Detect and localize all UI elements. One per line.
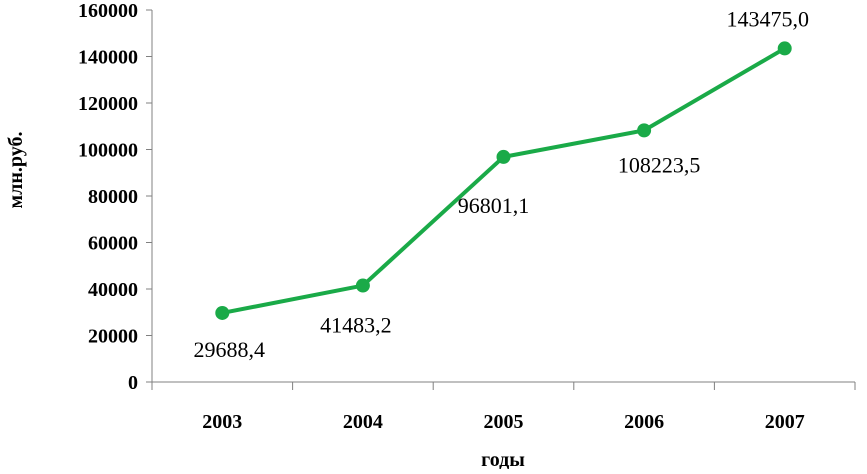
y-tick-label: 0 [128, 372, 138, 394]
data-labels: 29688,4 41483,2 96801,1 108223,5 143475,0 [194, 6, 809, 362]
y-tick-label: 40000 [88, 279, 138, 301]
data-label: 41483,2 [320, 313, 392, 338]
data-label: 143475,0 [726, 6, 809, 31]
x-tick-label: 2006 [624, 411, 664, 433]
data-point [496, 149, 511, 164]
data-point [215, 305, 230, 320]
series-line [221, 46, 786, 315]
data-point [355, 278, 370, 293]
y-axis-title: млн.руб. [5, 132, 27, 209]
y-tick-label: 80000 [88, 186, 138, 208]
data-point [777, 41, 792, 56]
y-tick-label: 60000 [88, 233, 138, 255]
x-axis-title: годы [481, 449, 525, 469]
y-tick-label: 20000 [88, 326, 138, 348]
y-tick-label: 120000 [78, 93, 138, 115]
y-tick-label: 140000 [78, 47, 138, 69]
series-layer [215, 41, 792, 320]
data-point [637, 123, 652, 138]
x-tick-label: 2007 [765, 411, 805, 433]
data-label: 96801,1 [458, 193, 530, 218]
y-tick-label: 100000 [78, 140, 138, 162]
x-tick-label: 2003 [202, 411, 242, 433]
data-label: 108223,5 [618, 152, 701, 177]
x-tick-label: 2005 [484, 411, 524, 433]
y-axis-ticks: 0 20000 40000 60000 80000 100000 120000 140000 1… [78, 0, 152, 394]
x-tick-label: 2004 [343, 411, 383, 433]
y-tick-label: 160000 [78, 0, 138, 22]
data-label: 29688,4 [194, 337, 266, 362]
x-axis-ticks: 2003 2004 2005 2006 2007 [151, 382, 856, 433]
